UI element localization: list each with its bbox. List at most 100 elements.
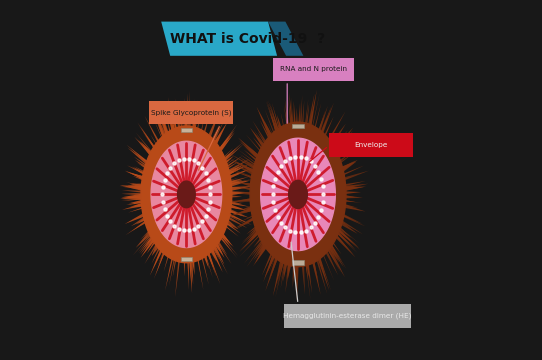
Polygon shape bbox=[267, 121, 276, 143]
Polygon shape bbox=[218, 229, 234, 247]
Polygon shape bbox=[230, 186, 254, 191]
Polygon shape bbox=[130, 184, 143, 189]
Polygon shape bbox=[339, 186, 366, 192]
Polygon shape bbox=[267, 100, 279, 135]
Polygon shape bbox=[240, 192, 259, 195]
Polygon shape bbox=[262, 244, 276, 276]
Polygon shape bbox=[188, 108, 191, 139]
Polygon shape bbox=[317, 103, 334, 144]
Polygon shape bbox=[190, 98, 195, 141]
Polygon shape bbox=[326, 233, 341, 255]
Polygon shape bbox=[253, 241, 267, 261]
Polygon shape bbox=[227, 205, 259, 217]
Polygon shape bbox=[338, 150, 347, 159]
Polygon shape bbox=[217, 232, 237, 258]
Polygon shape bbox=[141, 126, 232, 263]
Polygon shape bbox=[211, 248, 223, 273]
Polygon shape bbox=[289, 180, 307, 208]
Polygon shape bbox=[272, 102, 284, 144]
Polygon shape bbox=[120, 195, 142, 200]
Polygon shape bbox=[214, 131, 233, 157]
Polygon shape bbox=[315, 106, 328, 141]
Polygon shape bbox=[151, 237, 165, 264]
Polygon shape bbox=[204, 242, 220, 284]
Polygon shape bbox=[137, 122, 162, 158]
Polygon shape bbox=[239, 193, 259, 195]
Polygon shape bbox=[339, 194, 363, 199]
Polygon shape bbox=[221, 200, 250, 207]
Polygon shape bbox=[175, 97, 179, 134]
Polygon shape bbox=[341, 195, 356, 198]
Polygon shape bbox=[254, 129, 268, 151]
Polygon shape bbox=[228, 216, 247, 228]
Polygon shape bbox=[255, 242, 268, 264]
Polygon shape bbox=[238, 215, 260, 227]
Polygon shape bbox=[128, 148, 153, 169]
Polygon shape bbox=[243, 145, 265, 166]
Polygon shape bbox=[340, 181, 366, 187]
Polygon shape bbox=[221, 211, 250, 226]
Polygon shape bbox=[227, 219, 238, 229]
Polygon shape bbox=[131, 217, 145, 226]
Polygon shape bbox=[136, 133, 156, 157]
Polygon shape bbox=[168, 97, 176, 137]
Polygon shape bbox=[285, 255, 292, 293]
Polygon shape bbox=[246, 220, 264, 234]
Polygon shape bbox=[221, 222, 239, 237]
Polygon shape bbox=[329, 246, 339, 262]
Polygon shape bbox=[253, 244, 267, 266]
Polygon shape bbox=[223, 203, 240, 209]
Polygon shape bbox=[294, 262, 298, 284]
Polygon shape bbox=[327, 129, 352, 160]
Polygon shape bbox=[222, 192, 246, 193]
Polygon shape bbox=[206, 122, 221, 152]
Polygon shape bbox=[203, 249, 213, 278]
Polygon shape bbox=[132, 216, 153, 231]
Polygon shape bbox=[251, 230, 271, 257]
Polygon shape bbox=[221, 162, 238, 174]
Polygon shape bbox=[270, 113, 278, 134]
Polygon shape bbox=[340, 221, 358, 234]
Polygon shape bbox=[295, 261, 299, 301]
Polygon shape bbox=[246, 134, 267, 159]
Polygon shape bbox=[336, 199, 363, 203]
Text: Hemagglutinin-esterase dimer (HE): Hemagglutinin-esterase dimer (HE) bbox=[283, 312, 412, 319]
Polygon shape bbox=[119, 186, 152, 191]
Polygon shape bbox=[188, 90, 190, 142]
Polygon shape bbox=[238, 188, 254, 190]
Polygon shape bbox=[215, 243, 224, 258]
Polygon shape bbox=[189, 256, 193, 284]
Polygon shape bbox=[330, 135, 347, 156]
Polygon shape bbox=[212, 122, 223, 143]
Polygon shape bbox=[331, 222, 359, 248]
Polygon shape bbox=[216, 148, 233, 166]
Polygon shape bbox=[268, 100, 281, 140]
Polygon shape bbox=[169, 115, 176, 144]
Polygon shape bbox=[217, 132, 235, 155]
Polygon shape bbox=[130, 201, 147, 207]
Polygon shape bbox=[312, 103, 321, 138]
Polygon shape bbox=[180, 111, 183, 136]
Polygon shape bbox=[217, 232, 233, 252]
Polygon shape bbox=[230, 154, 262, 174]
Polygon shape bbox=[254, 237, 267, 256]
Polygon shape bbox=[138, 230, 156, 252]
Polygon shape bbox=[218, 124, 237, 151]
Polygon shape bbox=[305, 99, 308, 129]
Polygon shape bbox=[281, 253, 287, 282]
Polygon shape bbox=[268, 22, 304, 56]
Polygon shape bbox=[189, 254, 192, 293]
Polygon shape bbox=[214, 122, 227, 145]
Polygon shape bbox=[227, 159, 250, 173]
Polygon shape bbox=[342, 162, 357, 172]
Polygon shape bbox=[161, 22, 277, 56]
Polygon shape bbox=[289, 93, 294, 135]
Polygon shape bbox=[121, 192, 151, 196]
Polygon shape bbox=[264, 120, 275, 143]
Polygon shape bbox=[248, 222, 263, 235]
Polygon shape bbox=[266, 101, 282, 145]
Polygon shape bbox=[154, 114, 169, 148]
Polygon shape bbox=[121, 194, 141, 199]
Polygon shape bbox=[224, 202, 248, 211]
Polygon shape bbox=[270, 103, 280, 135]
